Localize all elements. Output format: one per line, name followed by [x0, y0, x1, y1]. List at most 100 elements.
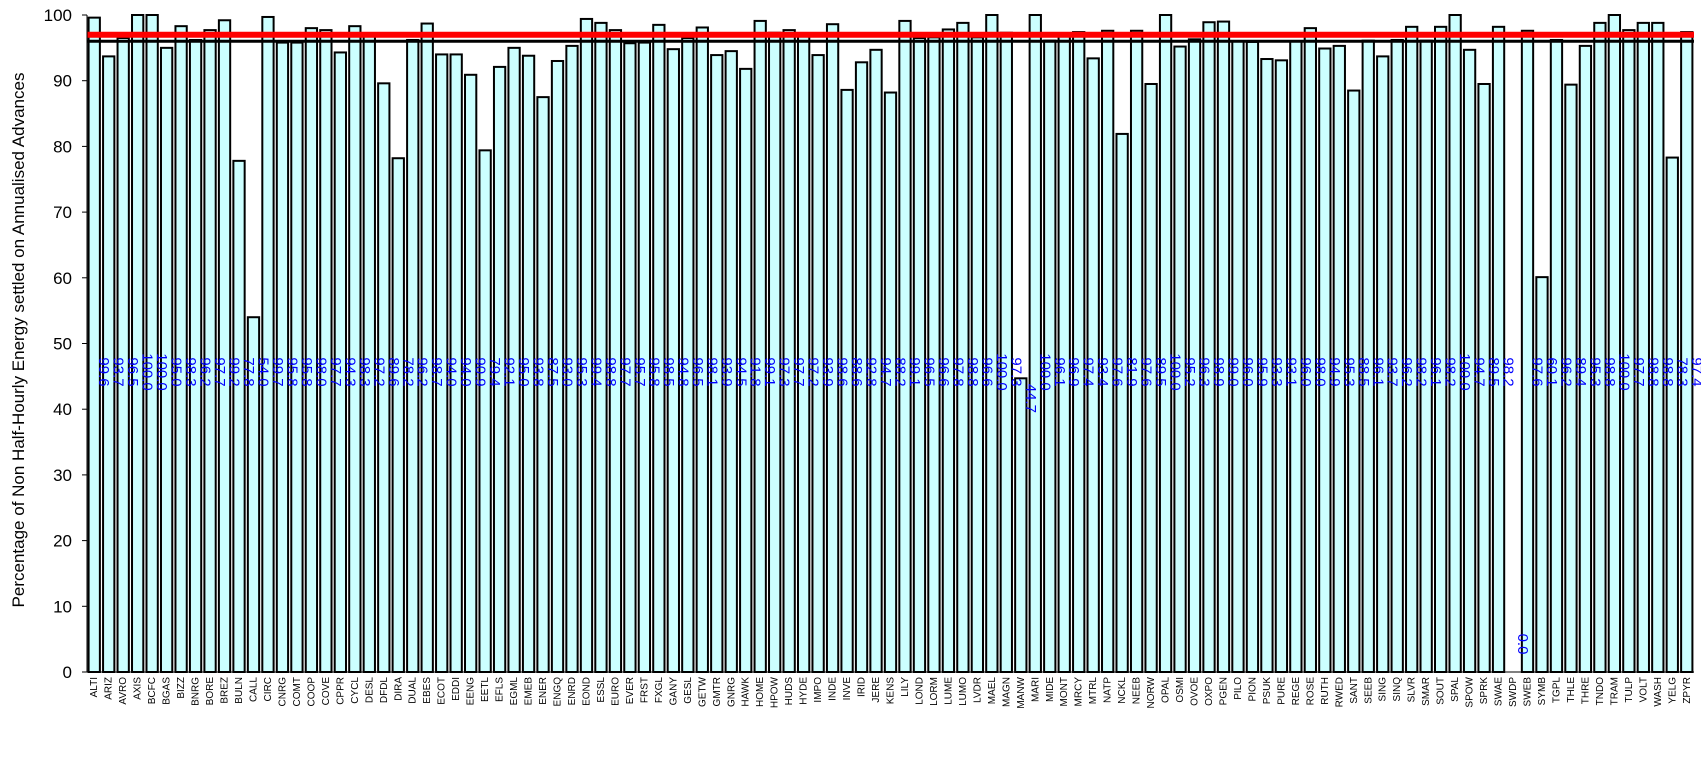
bar-hyde: [796, 32, 811, 673]
x-tick-label: LUMO: [958, 677, 969, 706]
data-label-mael: 100.0: [993, 353, 1010, 391]
data-label-lumo: 98.8: [964, 357, 981, 386]
bar-desl: [362, 32, 376, 673]
x-tick-label: MAGN: [1001, 677, 1012, 707]
x-tick-label: INVE: [842, 677, 853, 701]
bar-lvdr: [970, 36, 985, 673]
data-label-fxgl: 98.5: [660, 357, 677, 386]
data-label-sweb: 97.6: [1529, 357, 1546, 386]
data-label-mtrl: 93.4: [1094, 357, 1111, 386]
x-tick-label: TNDO: [1595, 677, 1606, 706]
data-label-norw: 89.5: [1152, 357, 1169, 386]
data-label-seeb: 96.1: [1369, 357, 1386, 386]
bar-slvr: [1405, 25, 1419, 673]
bar-inde: [825, 23, 840, 673]
x-tick-label: COMT: [292, 677, 303, 706]
data-label-symb: 60.1: [1543, 357, 1560, 386]
bar-sout: [1434, 25, 1448, 673]
data-label-jere: 94.7: [877, 357, 894, 386]
x-tick-label: YELG: [1667, 677, 1678, 704]
x-tick-label: ZPYR: [1682, 677, 1693, 704]
data-label-gesl: 96.5: [689, 357, 706, 386]
bar-oxpo: [1202, 21, 1216, 674]
data-label-huds: 97.7: [790, 357, 807, 386]
x-tick-label: NORW: [1146, 676, 1157, 708]
data-label-swdp: 0.0: [1514, 634, 1531, 655]
bar-home: [753, 19, 767, 674]
x-tick-label: SOUT: [1436, 677, 1447, 705]
data-label-gmtr: 93.9: [718, 357, 735, 386]
bar-swae: [1491, 25, 1506, 673]
data-label-oxpo: 98.9: [1210, 357, 1227, 386]
data-label-circ: 99.7: [269, 357, 286, 386]
data-label-mont: 96.9: [1065, 357, 1082, 386]
data-label-lond: 96.5: [920, 357, 937, 386]
bar-nckl: [1115, 132, 1129, 674]
x-tick-label: JERE: [871, 677, 882, 703]
data-label-brez: 99.2: [226, 357, 243, 386]
data-label-bgas: 95.0: [168, 357, 185, 386]
data-label-manw: 44.7: [1022, 384, 1039, 413]
bar-mrcy: [1072, 31, 1086, 673]
data-label-spow: 94.7: [1471, 357, 1488, 386]
reference-lines-layer: [87, 31, 1694, 43]
bar-getw: [695, 26, 709, 674]
bar-bore: [203, 29, 217, 674]
data-label-rege: 96.0: [1297, 357, 1314, 386]
bar-avro: [116, 37, 130, 673]
data-label-call: 54.0: [254, 357, 271, 386]
bar-spal: [1448, 14, 1462, 673]
x-tick-label: HPOW: [770, 676, 781, 708]
bar-neeb: [1129, 29, 1144, 673]
data-label-eetl: 79.4: [486, 357, 503, 386]
x-tick-label: LUME: [943, 677, 954, 705]
data-label-cycl: 98.3: [356, 357, 373, 386]
bar-tulp: [1622, 29, 1636, 674]
data-label-pion: 95.9: [1253, 357, 1270, 386]
data-label-mari: 100.0: [1036, 353, 1053, 391]
bar-tndo: [1593, 21, 1607, 673]
x-tick-label: ENGQ: [553, 677, 564, 707]
x-tick-label: EETL: [480, 677, 491, 702]
x-tick-label: SYMB: [1537, 677, 1548, 706]
data-label-ruth: 94.9: [1326, 357, 1343, 386]
x-tick-label: DESL: [364, 677, 375, 704]
bar-tram: [1607, 14, 1622, 673]
x-tick-label: EBES: [422, 677, 433, 704]
data-label-osmi: 95.2: [1181, 357, 1198, 386]
bar-zpyr: [1680, 31, 1694, 673]
data-label-home: 99.1: [761, 357, 778, 386]
x-tick-label: OSMI: [1175, 677, 1186, 703]
data-label-efls: 92.1: [501, 357, 518, 386]
x-tick-label: EGML: [509, 677, 520, 706]
data-label-opal: 100.0: [1167, 353, 1184, 391]
x-tick-label: THLE: [1566, 677, 1577, 703]
bar-gesl: [681, 37, 695, 673]
data-label-thre: 95.3: [1586, 357, 1603, 386]
x-tick-label: CPPR: [335, 677, 346, 705]
x-tick-label: ESSL: [596, 677, 607, 703]
x-tick-label: TULP: [1624, 677, 1635, 703]
bar-lily: [898, 19, 912, 674]
x-tick-label: RWED: [1334, 677, 1345, 707]
data-label-bizz: 98.3: [182, 357, 199, 386]
y-tick-label: 50: [53, 335, 72, 354]
bar-manw: [1014, 377, 1028, 673]
bar-ovoe: [1187, 38, 1202, 674]
x-tick-label: ENRD: [567, 677, 578, 705]
bar-wash: [1651, 21, 1665, 673]
x-tick-label: BORE: [205, 677, 216, 706]
x-tick-label: BIZZ: [176, 677, 187, 699]
data-label-cove: 97.7: [327, 357, 344, 386]
x-tick-label: LORM: [929, 677, 940, 706]
x-tick-label: PILO: [1233, 677, 1244, 700]
x-tick-label: GMTR: [712, 677, 723, 706]
data-label-buln: 77.8: [240, 357, 257, 386]
x-tick-label: BCFC: [147, 677, 158, 704]
data-label-yelg: 78.3: [1673, 357, 1690, 386]
x-tick-label: BNRG: [191, 677, 202, 706]
data-label-dual: 96.2: [414, 357, 431, 386]
bar-essl: [594, 21, 608, 673]
x-tick-label: EMEB: [524, 677, 535, 706]
